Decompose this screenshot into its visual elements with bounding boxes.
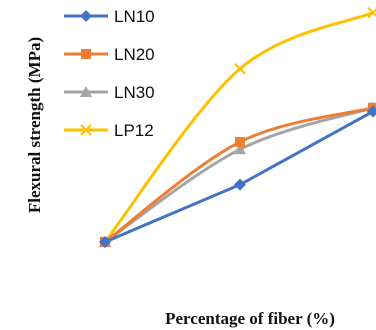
legend-label-ln30: LN30 — [114, 83, 155, 102]
data-point-lp12-2 — [367, 6, 376, 19]
legend-marker-ln20 — [81, 49, 91, 59]
x-axis-title: Percentage of fiber (%) — [165, 309, 335, 328]
legend-label-lp12: LP12 — [114, 121, 154, 140]
data-point-ln10-2 — [367, 105, 376, 118]
data-point-lp12-1 — [234, 63, 246, 75]
legend-marker-ln30 — [80, 86, 92, 97]
legend-marker-ln10 — [80, 10, 92, 22]
legend-marker-lp12 — [80, 124, 92, 136]
plot-area — [99, 6, 376, 248]
legend: LN10 LN20 LN30 LP12 — [64, 7, 155, 140]
legend-item-lp12: LP12 — [64, 121, 154, 140]
legend-item-ln20: LN20 — [64, 45, 155, 64]
legend-item-ln30: LN30 — [64, 83, 155, 102]
data-point-ln10-0 — [99, 236, 111, 248]
legend-label-ln20: LN20 — [114, 45, 155, 64]
y-axis-title: Flexural strength (MPa) — [25, 37, 44, 213]
legend-label-ln10: LN10 — [114, 7, 155, 26]
data-point-ln20-1 — [235, 136, 245, 147]
data-point-ln30-1 — [234, 143, 246, 155]
legend-item-ln10: LN10 — [64, 7, 155, 26]
data-point-ln10-1 — [234, 178, 246, 191]
